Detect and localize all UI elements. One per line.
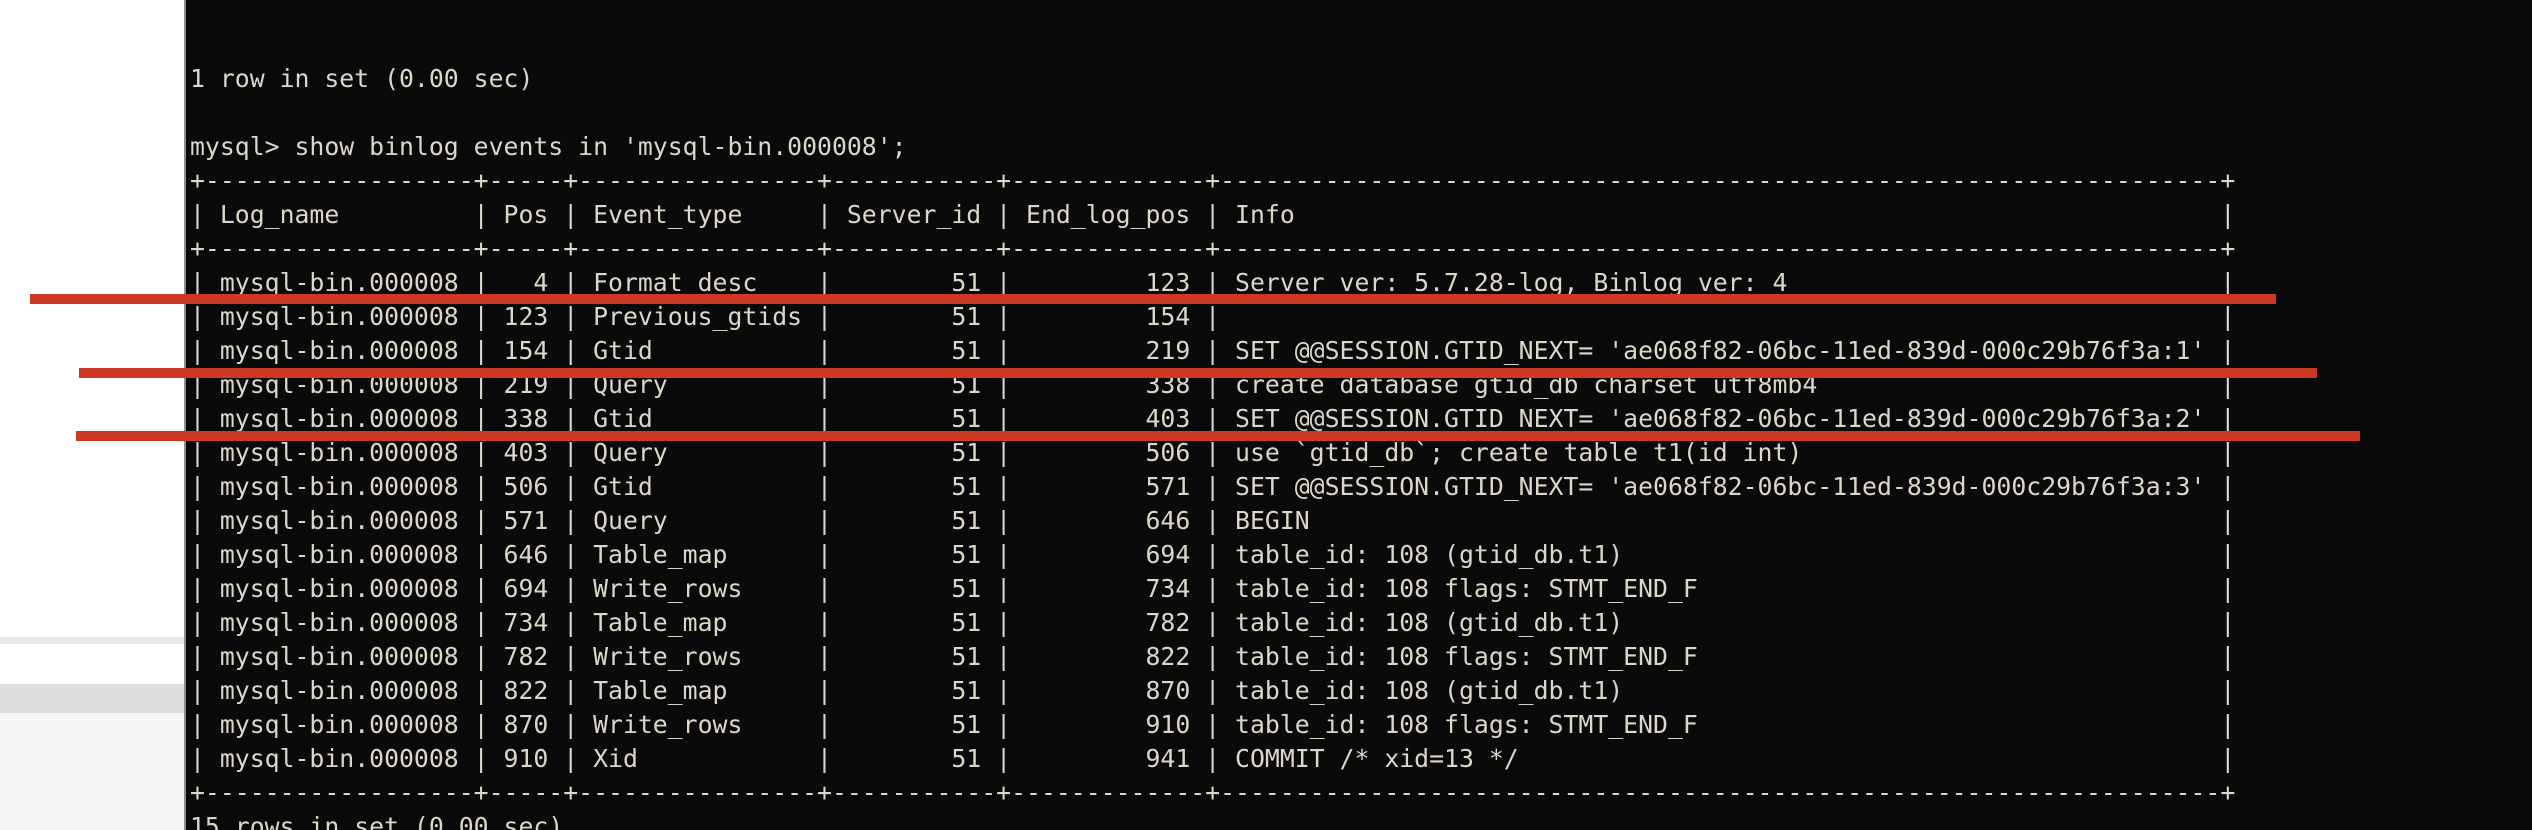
terminal-line: 15 rows in set (0.00 sec): [190, 812, 564, 830]
terminal-line: | mysql-bin.000008 | 870 | Write_rows | …: [190, 710, 2236, 739]
terminal-line: | mysql-bin.000008 | 822 | Table_map | 5…: [190, 676, 2236, 705]
annotation-underline-1: [30, 294, 2276, 304]
background-bottom-strip: [0, 713, 184, 830]
terminal-line: [190, 96, 2235, 130]
terminal-line: | Log_name | Pos | Event_type | Server_i…: [190, 200, 2236, 229]
page-divider-thin: [0, 637, 184, 644]
annotation-underline-3: [76, 431, 2360, 441]
terminal-line: | mysql-bin.000008 | 910 | Xid | 51 | 94…: [190, 744, 2236, 773]
annotation-underline-2: [79, 368, 2317, 378]
terminal-line: | mysql-bin.000008 | 734 | Table_map | 5…: [190, 608, 2236, 637]
terminal-line: +------------------+-----+--------------…: [190, 166, 2236, 195]
terminal-line: | mysql-bin.000008 | 506 | Gtid | 51 | 5…: [190, 472, 2236, 501]
terminal-line: | mysql-bin.000008 | 338 | Gtid | 51 | 4…: [190, 404, 2236, 433]
terminal-window[interactable]: 1 row in set (0.00 sec) mysql> show binlo…: [184, 0, 2532, 830]
terminal-lines: 1 row in set (0.00 sec) mysql> show binlo…: [190, 62, 2235, 830]
terminal-line: mysql> show binlog events in 'mysql-bin.…: [190, 132, 907, 161]
terminal-output: 1 row in set (0.00 sec) mysql> show binlo…: [190, 0, 2235, 830]
terminal-line: | mysql-bin.000008 | 571 | Query | 51 | …: [190, 506, 2236, 535]
page-divider-band: [0, 684, 184, 713]
terminal-line: +------------------+-----+--------------…: [190, 778, 2236, 807]
terminal-line: | mysql-bin.000008 | 646 | Table_map | 5…: [190, 540, 2236, 569]
terminal-line: | mysql-bin.000008 | 782 | Write_rows | …: [190, 642, 2236, 671]
terminal-line: | mysql-bin.000008 | 123 | Previous_gtid…: [190, 302, 2236, 331]
background-left-panel: [0, 0, 184, 830]
terminal-line: 1 row in set (0.00 sec): [190, 64, 534, 93]
terminal-line: +------------------+-----+--------------…: [190, 234, 2236, 263]
terminal-line: | mysql-bin.000008 | 154 | Gtid | 51 | 2…: [190, 336, 2236, 365]
terminal-line: | mysql-bin.000008 | 4 | Format_desc | 5…: [190, 268, 2236, 297]
terminal-line: | mysql-bin.000008 | 694 | Write_rows | …: [190, 574, 2236, 603]
terminal-line: | mysql-bin.000008 | 403 | Query | 51 | …: [190, 438, 2236, 467]
